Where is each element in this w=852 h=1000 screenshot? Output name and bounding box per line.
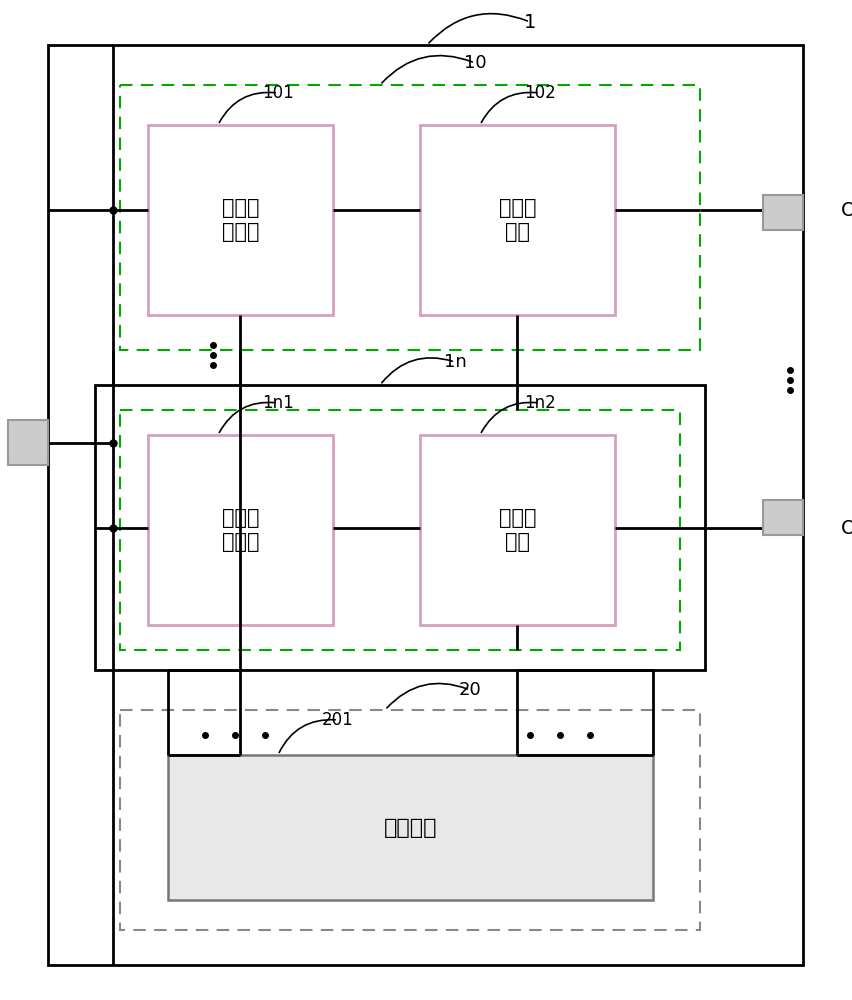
Bar — [419, 435, 614, 625]
Bar — [8, 420, 48, 465]
Bar — [120, 710, 699, 930]
Bar — [762, 195, 802, 230]
Text: 1n2: 1n2 — [523, 394, 556, 412]
Bar — [168, 755, 653, 900]
Text: 锁相环
电路: 锁相环 电路 — [498, 198, 536, 242]
Text: OUTn: OUTn — [840, 518, 852, 538]
Text: 频率调
整电路: 频率调 整电路 — [222, 508, 259, 552]
Bar — [48, 45, 802, 965]
Bar — [95, 385, 704, 670]
Text: 102: 102 — [523, 84, 556, 102]
Text: 触发单元: 触发单元 — [383, 818, 437, 838]
Bar — [120, 410, 679, 650]
Bar — [762, 500, 802, 535]
Text: OUT1: OUT1 — [840, 200, 852, 220]
Text: 1: 1 — [523, 12, 536, 31]
Text: 1n1: 1n1 — [262, 394, 294, 412]
Text: 201: 201 — [322, 711, 354, 729]
Text: 锁相环
电路: 锁相环 电路 — [498, 508, 536, 552]
Text: 20: 20 — [458, 681, 481, 699]
Bar — [120, 85, 699, 350]
Bar — [419, 125, 614, 315]
Text: 10: 10 — [463, 54, 486, 72]
Bar — [148, 125, 332, 315]
Text: 1n: 1n — [443, 353, 466, 371]
Text: 频率调
整电路: 频率调 整电路 — [222, 198, 259, 242]
Text: 101: 101 — [262, 84, 294, 102]
Bar — [148, 435, 332, 625]
